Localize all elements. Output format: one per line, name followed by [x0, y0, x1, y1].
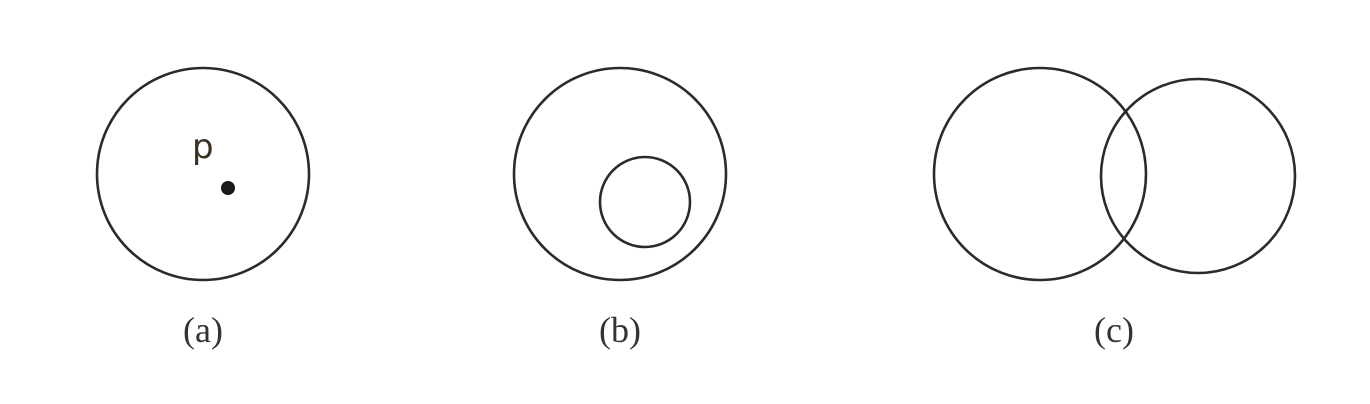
point-p-label: p	[192, 127, 214, 167]
panel-c: (c)	[932, 66, 1297, 350]
panel-b: (b)	[512, 66, 728, 350]
panel-b-inner-circle	[598, 155, 692, 249]
panel-c-caption: (c)	[1094, 310, 1134, 350]
point-p-dot	[221, 181, 235, 195]
panel-a-circle	[95, 66, 311, 282]
panel-b-caption: (b)	[599, 310, 641, 350]
panel-a-caption: (a)	[183, 310, 223, 350]
panel-a: p (a)	[95, 66, 311, 350]
panel-c-left-circle	[932, 66, 1148, 282]
panel-b-outer-circle	[512, 66, 728, 282]
panel-c-right-circle	[1099, 77, 1297, 275]
